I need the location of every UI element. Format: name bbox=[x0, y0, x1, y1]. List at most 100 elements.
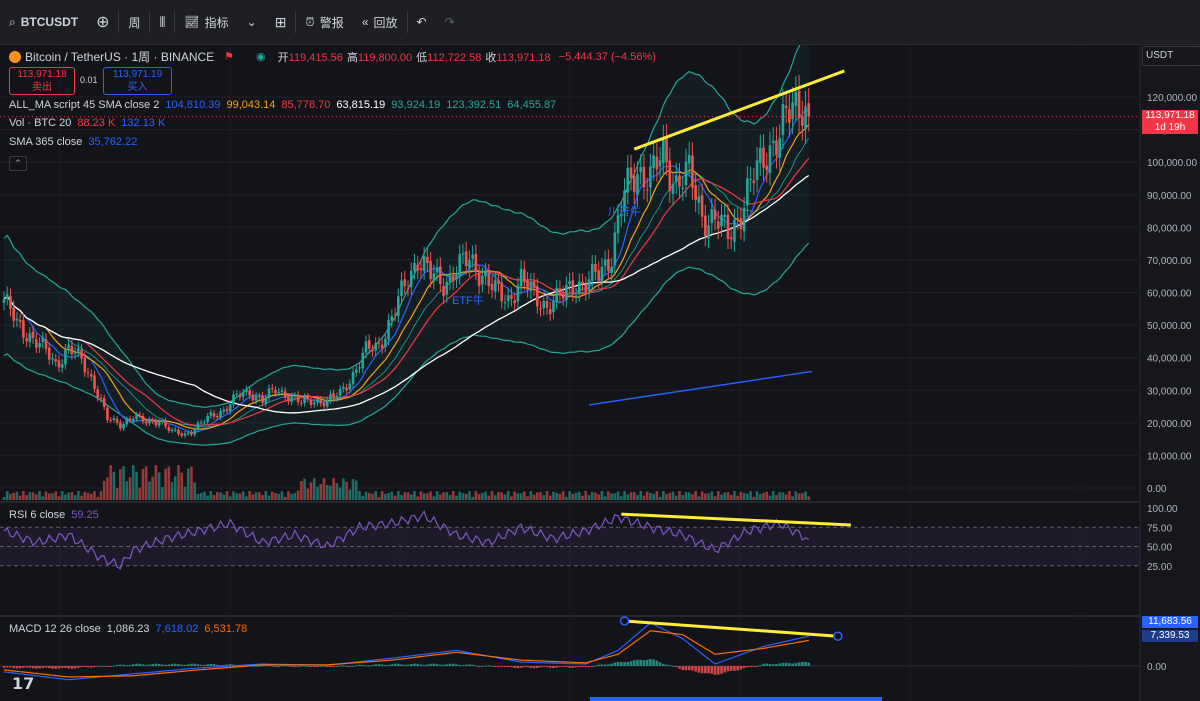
candle-body bbox=[409, 270, 413, 288]
candle-body bbox=[374, 342, 377, 351]
volume-bar bbox=[397, 491, 400, 500]
macd-histogram-bar bbox=[358, 664, 361, 666]
volume-bar bbox=[409, 494, 413, 500]
plus-circle-icon: ⊕ bbox=[96, 14, 110, 31]
macd-histogram-bar bbox=[658, 662, 662, 666]
legend-value: 59.25 bbox=[71, 509, 99, 521]
collapse-legend-button[interactable]: ⌃ bbox=[9, 156, 27, 171]
sma365-legend[interactable]: SMA 365 close 35,762.22 bbox=[9, 136, 137, 148]
candle-body bbox=[742, 208, 746, 232]
volume-bar bbox=[577, 491, 581, 500]
volume-bar bbox=[742, 492, 746, 500]
macd-histogram-bar bbox=[5, 666, 9, 668]
macd-histogram-bar bbox=[426, 664, 429, 666]
buy-button[interactable]: 113,971.19 买入 bbox=[103, 67, 172, 95]
alert-button[interactable]: ⏰︎ 警报 bbox=[296, 0, 352, 44]
candle-body bbox=[384, 338, 387, 347]
volume-bar bbox=[238, 493, 242, 500]
volume-bar bbox=[639, 491, 643, 500]
volume-bar bbox=[681, 495, 685, 500]
candle-body bbox=[41, 337, 45, 343]
rsi-legend[interactable]: RSI 6 close 59.25 bbox=[9, 509, 99, 521]
redo-button[interactable]: ↷ bbox=[436, 0, 464, 44]
candle-body bbox=[768, 145, 772, 174]
volume-bar bbox=[804, 491, 807, 500]
macd-histogram-bar bbox=[28, 666, 32, 668]
candle-body bbox=[67, 344, 70, 349]
candle-body bbox=[251, 394, 255, 401]
candle-body bbox=[128, 418, 132, 421]
ma-legend-values: 104,810.39 99,043.14 85,778.70 63,815.19 93,… bbox=[165, 99, 556, 111]
candle-body bbox=[645, 189, 649, 191]
candle-body bbox=[170, 429, 174, 431]
chart-canvas[interactable]: 0.00 10,000.00 20,000.00 30,000.00 40,000.00… bbox=[0, 45, 1200, 701]
vol-legend[interactable]: Vol · BTC 20 88.23 K 132.13 K bbox=[9, 117, 165, 129]
volume-bar bbox=[684, 492, 688, 500]
volume-bar bbox=[390, 491, 394, 500]
macd-histogram-bar bbox=[141, 664, 145, 666]
candle-body bbox=[432, 273, 436, 282]
volume-bar bbox=[102, 480, 106, 500]
macd-legend[interactable]: MACD 12 26 close 1,086.23 7,618.02 6,531.78 bbox=[9, 623, 247, 635]
candle-body bbox=[2, 299, 6, 303]
macd-histogram-bar bbox=[122, 664, 125, 666]
indicators-dropdown-button[interactable]: ⌄ bbox=[238, 0, 266, 44]
candle-body bbox=[290, 396, 293, 402]
macd-histogram-bar bbox=[474, 665, 478, 667]
candle-body bbox=[419, 268, 423, 271]
ohlc-label: 开 bbox=[277, 51, 289, 64]
market-open-icon: ◉ bbox=[256, 51, 266, 63]
candle-body bbox=[713, 209, 717, 220]
macd-histogram-bar bbox=[704, 666, 707, 674]
candle-body bbox=[38, 343, 41, 348]
replay-button[interactable]: « 回放 bbox=[353, 0, 407, 44]
candle-body bbox=[671, 183, 675, 194]
candle-body bbox=[57, 360, 61, 368]
candle-body bbox=[620, 213, 623, 217]
macd-histogram-bar bbox=[801, 661, 804, 666]
volume-bar bbox=[445, 492, 449, 500]
undo-button[interactable]: ↶ bbox=[408, 0, 436, 44]
macd-histogram-bar bbox=[409, 664, 413, 666]
sell-button[interactable]: 113,971.18 卖出 bbox=[9, 67, 75, 95]
macd-histogram-bar bbox=[471, 664, 474, 666]
add-symbol-button[interactable]: ⊕ bbox=[87, 0, 118, 44]
candle-body bbox=[636, 173, 639, 196]
volume-bar bbox=[125, 481, 129, 500]
candle-body bbox=[581, 281, 584, 284]
macd-histogram-bar bbox=[713, 666, 717, 675]
chart-area[interactable]: 0.00 10,000.00 20,000.00 30,000.00 40,000.00… bbox=[0, 45, 1200, 701]
volume-bar bbox=[135, 472, 138, 500]
bar-countdown: 1d 19h bbox=[1154, 122, 1186, 133]
buy-label: 买入 bbox=[127, 82, 148, 93]
layout-button[interactable]: ⊞ bbox=[266, 0, 296, 44]
ma-legend[interactable]: ALL_MA script 45 SMA close 2 104,810.39 99… bbox=[9, 99, 556, 111]
legend-value: 35,762.22 bbox=[88, 136, 138, 148]
macd-histogram-bar bbox=[655, 660, 659, 666]
volume-bar bbox=[128, 477, 132, 500]
candle-body bbox=[623, 190, 626, 212]
volume-bar bbox=[471, 496, 474, 500]
chart-type-button[interactable]: ⫴ bbox=[150, 0, 174, 44]
macd-histogram-bar bbox=[93, 666, 96, 668]
volume-bar bbox=[749, 491, 752, 500]
volume-bar bbox=[768, 495, 772, 500]
macd-histogram-bar bbox=[771, 664, 775, 666]
flag-icon[interactable]: ⚑ bbox=[224, 51, 235, 63]
symbol-search-button[interactable]: ⌕ BTCUSDT bbox=[0, 0, 87, 44]
candle-body bbox=[183, 433, 187, 436]
indicators-button[interactable]: 📈︎ 指标 bbox=[175, 0, 237, 44]
interval-button[interactable]: 周 bbox=[119, 0, 149, 44]
candle-body bbox=[300, 402, 303, 404]
macd-histogram-bar bbox=[445, 664, 449, 666]
macd-histogram-bar bbox=[749, 666, 752, 667]
current-price-value: 113,971.18 bbox=[1145, 110, 1195, 121]
volume-bar bbox=[558, 493, 562, 500]
candle-body bbox=[558, 288, 562, 296]
currency-selector[interactable]: USDT bbox=[1142, 46, 1200, 66]
candle-body bbox=[749, 178, 752, 180]
volume-bar bbox=[807, 496, 811, 500]
sell-price: 113,971.18 bbox=[17, 69, 67, 80]
volume-bar bbox=[241, 491, 245, 500]
candle-body bbox=[455, 274, 458, 280]
